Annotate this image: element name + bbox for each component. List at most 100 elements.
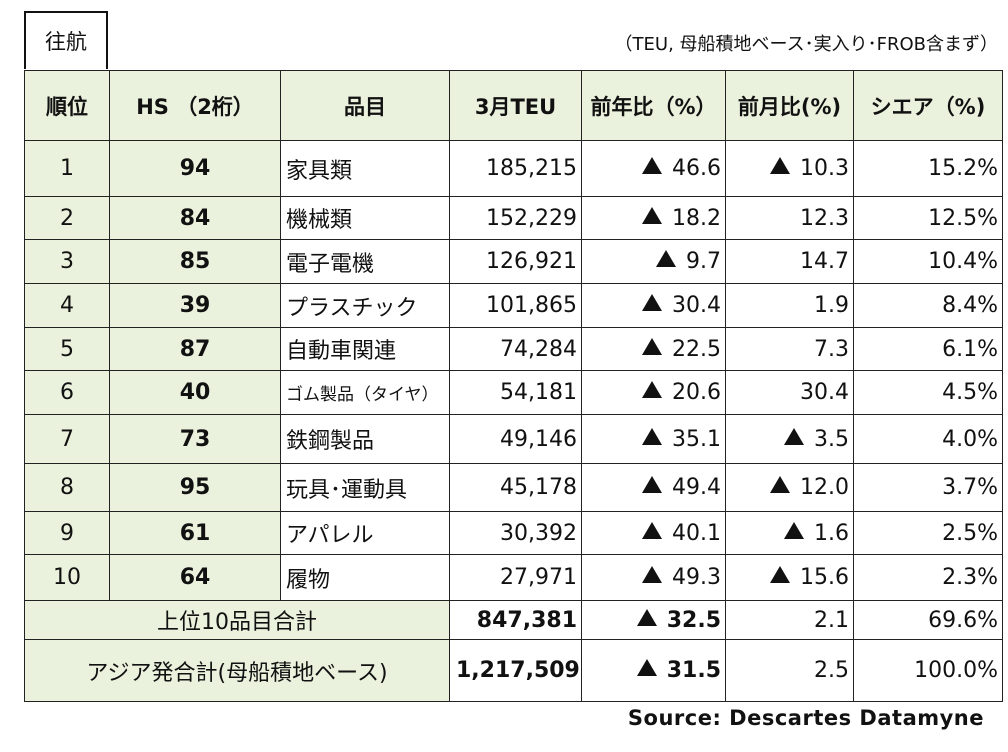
mom-cell-value: 10.3 [800, 156, 849, 181]
yoy-cell: 22.5 [581, 327, 726, 371]
hs-code-cell: 95 [109, 463, 281, 512]
total-share-cell: 100.0% [853, 639, 1003, 702]
decrease-triangle-icon [642, 521, 663, 539]
hs-code-cell: 94 [109, 140, 281, 197]
yoy-cell-value: 22.5 [672, 336, 721, 362]
yoy-cell: 9.7 [581, 239, 726, 284]
total-row: アジア発合計(母船積地ベース) 1,217,509 31.5 2.5 100.0% [24, 639, 1003, 702]
rank-cell: 8 [24, 463, 110, 512]
teu-cell: 49,146 [449, 414, 582, 464]
yoy-cell-value: 46.6 [672, 156, 721, 181]
item-name-cell: ゴム製品（タイヤ） [280, 370, 450, 415]
teu-cell: 185,215 [449, 140, 582, 197]
total-yoy-cell: 31.5 [581, 639, 726, 702]
table-body: 1 94 家具類 185,215 46.6 10.3 15.2% 2 84 機械類 152,229 1… [24, 140, 1003, 702]
decrease-triangle-icon [636, 659, 657, 676]
mom-cell: 12.3 [725, 196, 854, 240]
header-teu: 3月TEU [449, 70, 582, 141]
total-teu-cell: 1,217,509 [449, 639, 582, 702]
yoy-cell-value: 20.6 [672, 380, 721, 405]
rank-cell: 4 [24, 283, 110, 328]
total-share-cell: 69.6% [853, 600, 1003, 640]
total-mom-cell-value: 2.1 [814, 607, 849, 633]
total-mom-cell-value: 2.5 [814, 658, 849, 683]
header-share: シエア（%) [853, 70, 1003, 141]
decrease-triangle-icon [642, 566, 663, 583]
rank-cell: 2 [24, 196, 110, 240]
decrease-triangle-icon [770, 566, 791, 583]
mom-cell: 3.5 [725, 414, 854, 464]
yoy-cell-value: 49.3 [672, 565, 721, 590]
table-row: 7 73 鉄鋼製品 49,146 35.1 3.5 4.0% [24, 414, 1003, 464]
yoy-cell: 18.2 [581, 196, 726, 240]
teu-cell: 45,178 [449, 463, 582, 512]
rank-cell: 9 [24, 511, 110, 555]
rank-cell: 7 [24, 414, 110, 464]
share-cell: 12.5% [853, 196, 1003, 240]
yoy-cell: 30.4 [581, 283, 726, 328]
share-cell: 4.5% [853, 370, 1003, 415]
total-teu-cell: 847,381 [449, 600, 582, 640]
teu-cell: 27,971 [449, 554, 582, 601]
mom-cell: 1.6 [725, 511, 854, 555]
item-name-cell: アパレル [280, 511, 450, 555]
hs-code-cell: 73 [109, 414, 281, 464]
share-cell: 3.7% [853, 463, 1003, 512]
mom-cell-value: 1.6 [814, 520, 849, 546]
header-hs: HS （2桁） [109, 70, 281, 141]
rank-cell: 1 [24, 140, 110, 197]
item-name-cell: 履物 [280, 554, 450, 601]
decrease-triangle-icon [656, 250, 676, 267]
table-row: 10 64 履物 27,971 49.3 15.6 2.3% [24, 554, 1003, 601]
export-items-table: 順位 HS （2桁） 品目 3月TEU 前年比（%） 前月比(%) シエア（%)… [24, 70, 1003, 702]
decrease-triangle-icon [770, 476, 791, 493]
decrease-triangle-icon [642, 206, 663, 224]
rank-cell: 6 [24, 370, 110, 415]
teu-cell: 54,181 [449, 370, 582, 415]
share-cell: 15.2% [853, 140, 1003, 197]
decrease-triangle-icon [642, 476, 663, 493]
rank-cell: 10 [24, 554, 110, 601]
item-name-cell: 電子電機 [280, 239, 450, 284]
decrease-triangle-icon [642, 157, 663, 174]
teu-cell: 30,392 [449, 511, 582, 555]
hs-code-cell: 85 [109, 239, 281, 284]
decrease-triangle-icon [642, 381, 663, 398]
item-name-cell: 鉄鋼製品 [280, 414, 450, 464]
item-name-cell: プラスチック [280, 283, 450, 328]
hs-code-cell: 40 [109, 370, 281, 415]
yoy-cell-value: 35.1 [672, 426, 721, 452]
yoy-cell: 20.6 [581, 370, 726, 415]
table-row: 3 85 電子電機 126,921 9.7 14.7 10.4% [24, 239, 1003, 284]
table-header-row: 順位 HS （2桁） 品目 3月TEU 前年比（%） 前月比(%) シエア（%) [24, 70, 1003, 141]
mom-cell-value: 15.6 [800, 565, 849, 590]
yoy-cell-value: 40.1 [672, 520, 721, 546]
table-row: 8 95 玩具･運動具 45,178 49.4 12.0 3.7% [24, 463, 1003, 512]
total-mom-cell: 2.5 [725, 639, 854, 702]
yoy-cell: 35.1 [581, 414, 726, 464]
table-row: 1 94 家具類 185,215 46.6 10.3 15.2% [24, 140, 1003, 197]
yoy-cell: 40.1 [581, 511, 726, 555]
teu-cell: 126,921 [449, 239, 582, 284]
share-cell: 2.3% [853, 554, 1003, 601]
item-name-cell: 玩具･運動具 [280, 463, 450, 512]
yoy-cell-value: 49.4 [672, 475, 721, 500]
table-row: 9 61 アパレル 30,392 40.1 1.6 2.5% [24, 511, 1003, 555]
item-name-cell: 自動車関連 [280, 327, 450, 371]
total-label-cell: アジア発合計(母船積地ベース) [24, 639, 450, 702]
mom-cell: 12.0 [725, 463, 854, 512]
table-row: 6 40 ゴム製品（タイヤ） 54,181 20.6 30.4 4.5% [24, 370, 1003, 415]
decrease-triangle-icon [636, 608, 657, 626]
hs-code-cell: 87 [109, 327, 281, 371]
table-row: 2 84 機械類 152,229 18.2 12.3 12.5% [24, 196, 1003, 240]
mom-cell-value: 3.5 [814, 426, 849, 452]
mom-cell-value: 14.7 [800, 249, 849, 274]
header-yoy: 前年比（%） [581, 70, 726, 141]
mom-cell-value: 1.9 [814, 293, 849, 318]
source-credit: Source: Descartes Datamyne [627, 706, 984, 730]
share-cell: 8.4% [853, 283, 1003, 328]
mom-cell-value: 30.4 [800, 380, 849, 405]
yoy-cell-value: 9.7 [686, 249, 721, 274]
mom-cell: 1.9 [725, 283, 854, 328]
total-row: 上位10品目合計 847,381 32.5 2.1 69.6% [24, 600, 1003, 640]
